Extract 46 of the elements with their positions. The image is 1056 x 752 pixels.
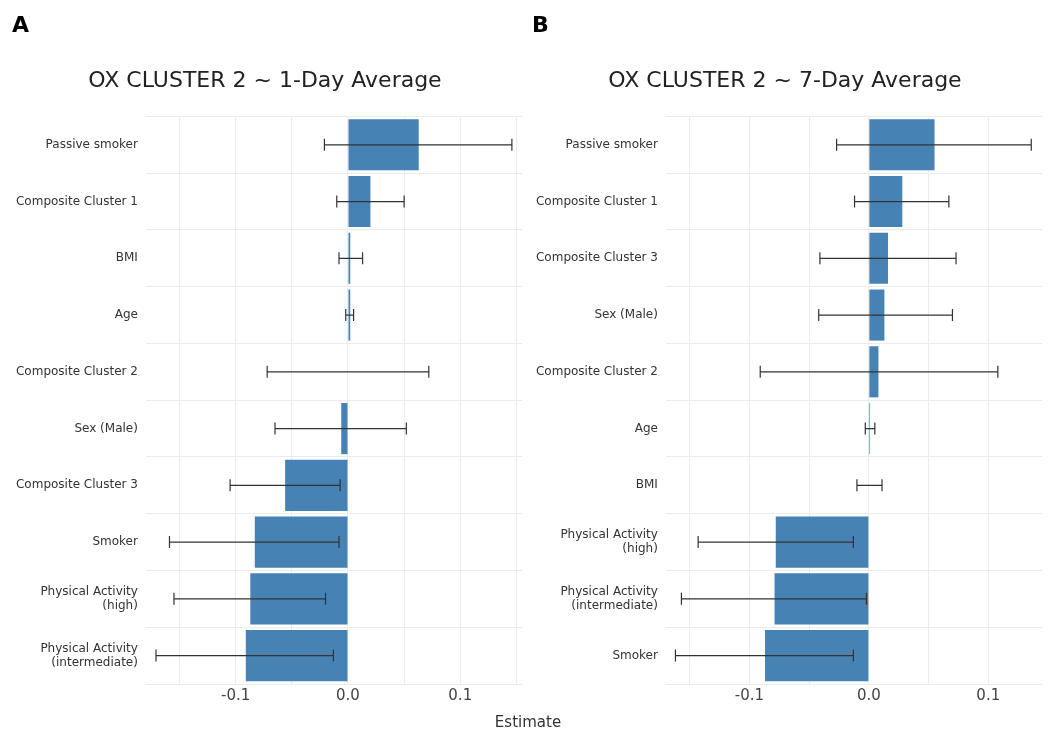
bar [285, 459, 348, 511]
y-tick-label: BMI [635, 477, 658, 492]
y-tick-label: Smoker [612, 647, 658, 662]
bar [250, 573, 348, 625]
y-tick-label: Physical Activity (intermediate) [40, 640, 138, 669]
bar [765, 630, 869, 682]
y-tick-label: Sex (Male) [74, 420, 138, 435]
bar [869, 289, 885, 341]
bar [869, 232, 888, 284]
bar [869, 176, 903, 228]
y-tick-label: Physical Activity (high) [560, 527, 658, 556]
bar [245, 630, 348, 682]
bar [341, 403, 348, 455]
x-tick-label: 0.1 [448, 685, 473, 704]
y-tick-label: Composite Cluster 3 [15, 477, 138, 492]
bar [869, 346, 879, 398]
x-tick-label: 0.0 [336, 685, 360, 704]
bar [254, 516, 348, 568]
text: A [12, 12, 30, 37]
chart-title: OX CLUSTER 2 ~ 7-Day Average [608, 66, 962, 92]
y-tick-label: Composite Cluster 1 [535, 193, 658, 208]
bar [348, 119, 419, 171]
y-tick-label: Sex (Male) [594, 307, 658, 322]
bar [774, 573, 869, 625]
x-axis-title: Estimate [494, 713, 562, 731]
y-tick-label: BMI [115, 250, 138, 265]
bar [348, 176, 371, 228]
bar [869, 119, 935, 171]
x-tick-label: 0.1 [976, 685, 1001, 704]
y-tick-label: Age [634, 420, 658, 435]
y-tick-label: Physical Activity (high) [40, 583, 138, 613]
y-tick-label: Composite Cluster 1 [15, 193, 138, 208]
chart-title: OX CLUSTER 2 ~ 1-Day Average [88, 66, 442, 92]
y-tick-label: Composite Cluster 2 [15, 363, 138, 378]
y-tick-label: Physical Activity (intermediate) [560, 583, 658, 613]
y-tick-label: Composite Cluster 3 [535, 250, 658, 265]
y-tick-label: Passive smoker [45, 136, 138, 151]
bar [775, 516, 869, 568]
x-tick-label: -0.1 [734, 685, 765, 704]
y-tick-label: Passive smoker [565, 136, 658, 151]
x-tick-label: -0.1 [221, 685, 251, 704]
text: B [532, 12, 549, 37]
y-tick-label: Smoker [92, 534, 138, 549]
y-tick-label: Composite Cluster 2 [535, 363, 658, 378]
x-tick-label: 0.0 [856, 685, 881, 704]
y-tick-label: Age [114, 307, 138, 322]
